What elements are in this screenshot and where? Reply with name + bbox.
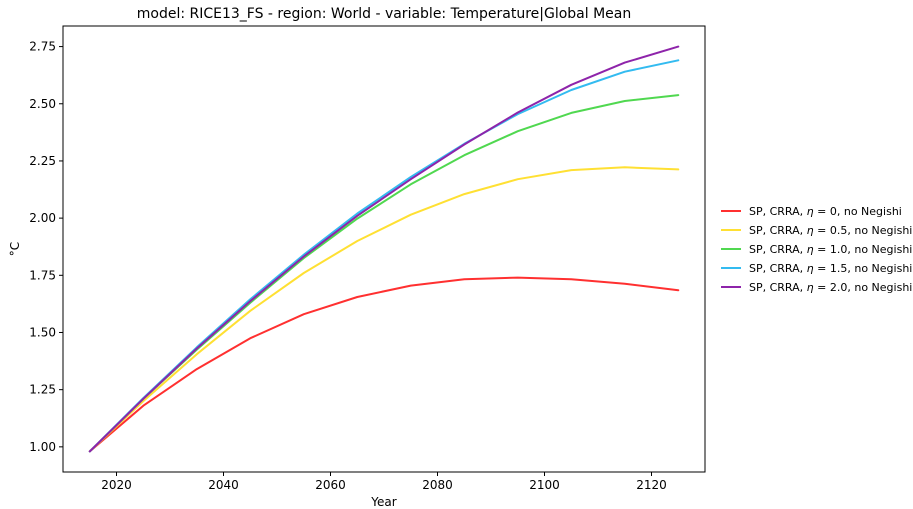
legend-label-part: = 2.0 <box>814 281 848 294</box>
x-axis-label: Year <box>370 495 396 509</box>
legend-label-part: η <box>807 262 814 275</box>
chart-title: model: RICE13_FS - region: World - varia… <box>137 6 632 22</box>
series-line-1 <box>88 166 680 453</box>
legend-label-part: η <box>807 224 814 237</box>
legend-label-part: = 0 <box>814 205 837 218</box>
legend-label: SP, CRRA, η = 0.5, no Negishi <box>749 224 912 237</box>
plot-area <box>88 45 680 453</box>
legend-label-part: SP, CRRA, <box>749 224 807 237</box>
x-tick-label: 2060 <box>315 478 346 492</box>
x-axis: 2020 2040 2060 2080 2100 2120 <box>101 472 667 492</box>
y-tick-label: 1.25 <box>29 383 56 397</box>
series-line-4 <box>88 45 680 453</box>
legend-label-part: , no Negishi <box>847 243 912 256</box>
legend-label-part: , no Negishi <box>847 281 912 294</box>
legend-label: SP, CRRA, η = 0, no Negishi <box>749 205 902 218</box>
legend-label-part: = 1.0 <box>814 243 848 256</box>
series-line-0 <box>88 276 680 453</box>
y-axis: 1.00 1.25 1.50 1.75 2.00 2.25 2.50 2.75 <box>29 40 63 454</box>
legend-label-part: , no Negishi <box>847 224 912 237</box>
y-tick-label: 1.00 <box>29 440 56 454</box>
legend-label-part: = 0.5 <box>814 224 848 237</box>
y-tick-label: 1.50 <box>29 325 56 339</box>
legend-label-part: , no Negishi <box>837 205 902 218</box>
plot-frame <box>62 25 706 473</box>
legend-label-part: SP, CRRA, <box>749 243 807 256</box>
y-axis-label: °C <box>8 242 22 256</box>
y-tick-label: 2.50 <box>29 97 56 111</box>
y-tick-label: 2.00 <box>29 211 56 225</box>
legend-label: SP, CRRA, η = 1.5, no Negishi <box>749 262 912 275</box>
legend-label-part: η <box>807 205 814 218</box>
series-line-3 <box>88 59 680 453</box>
y-tick-label: 2.25 <box>29 154 56 168</box>
y-tick-label: 2.75 <box>29 40 56 54</box>
legend-label-part: SP, CRRA, <box>749 262 807 275</box>
series-line-2 <box>88 94 680 453</box>
legend-label-part: = 1.5 <box>814 262 848 275</box>
x-tick-label: 2040 <box>208 478 239 492</box>
legend-label: SP, CRRA, η = 2.0, no Negishi <box>749 281 912 294</box>
x-tick-label: 2020 <box>101 478 132 492</box>
x-tick-label: 2120 <box>636 478 667 492</box>
x-tick-label: 2100 <box>529 478 560 492</box>
legend-label-part: η <box>807 243 814 256</box>
legend-label-part: SP, CRRA, <box>749 281 807 294</box>
y-tick-label: 1.75 <box>29 268 56 282</box>
x-tick-label: 2080 <box>422 478 453 492</box>
legend-label-part: , no Negishi <box>847 262 912 275</box>
legend-label: SP, CRRA, η = 1.0, no Negishi <box>749 243 912 256</box>
legend-label-part: SP, CRRA, <box>749 205 807 218</box>
legend-label-part: η <box>807 281 814 294</box>
